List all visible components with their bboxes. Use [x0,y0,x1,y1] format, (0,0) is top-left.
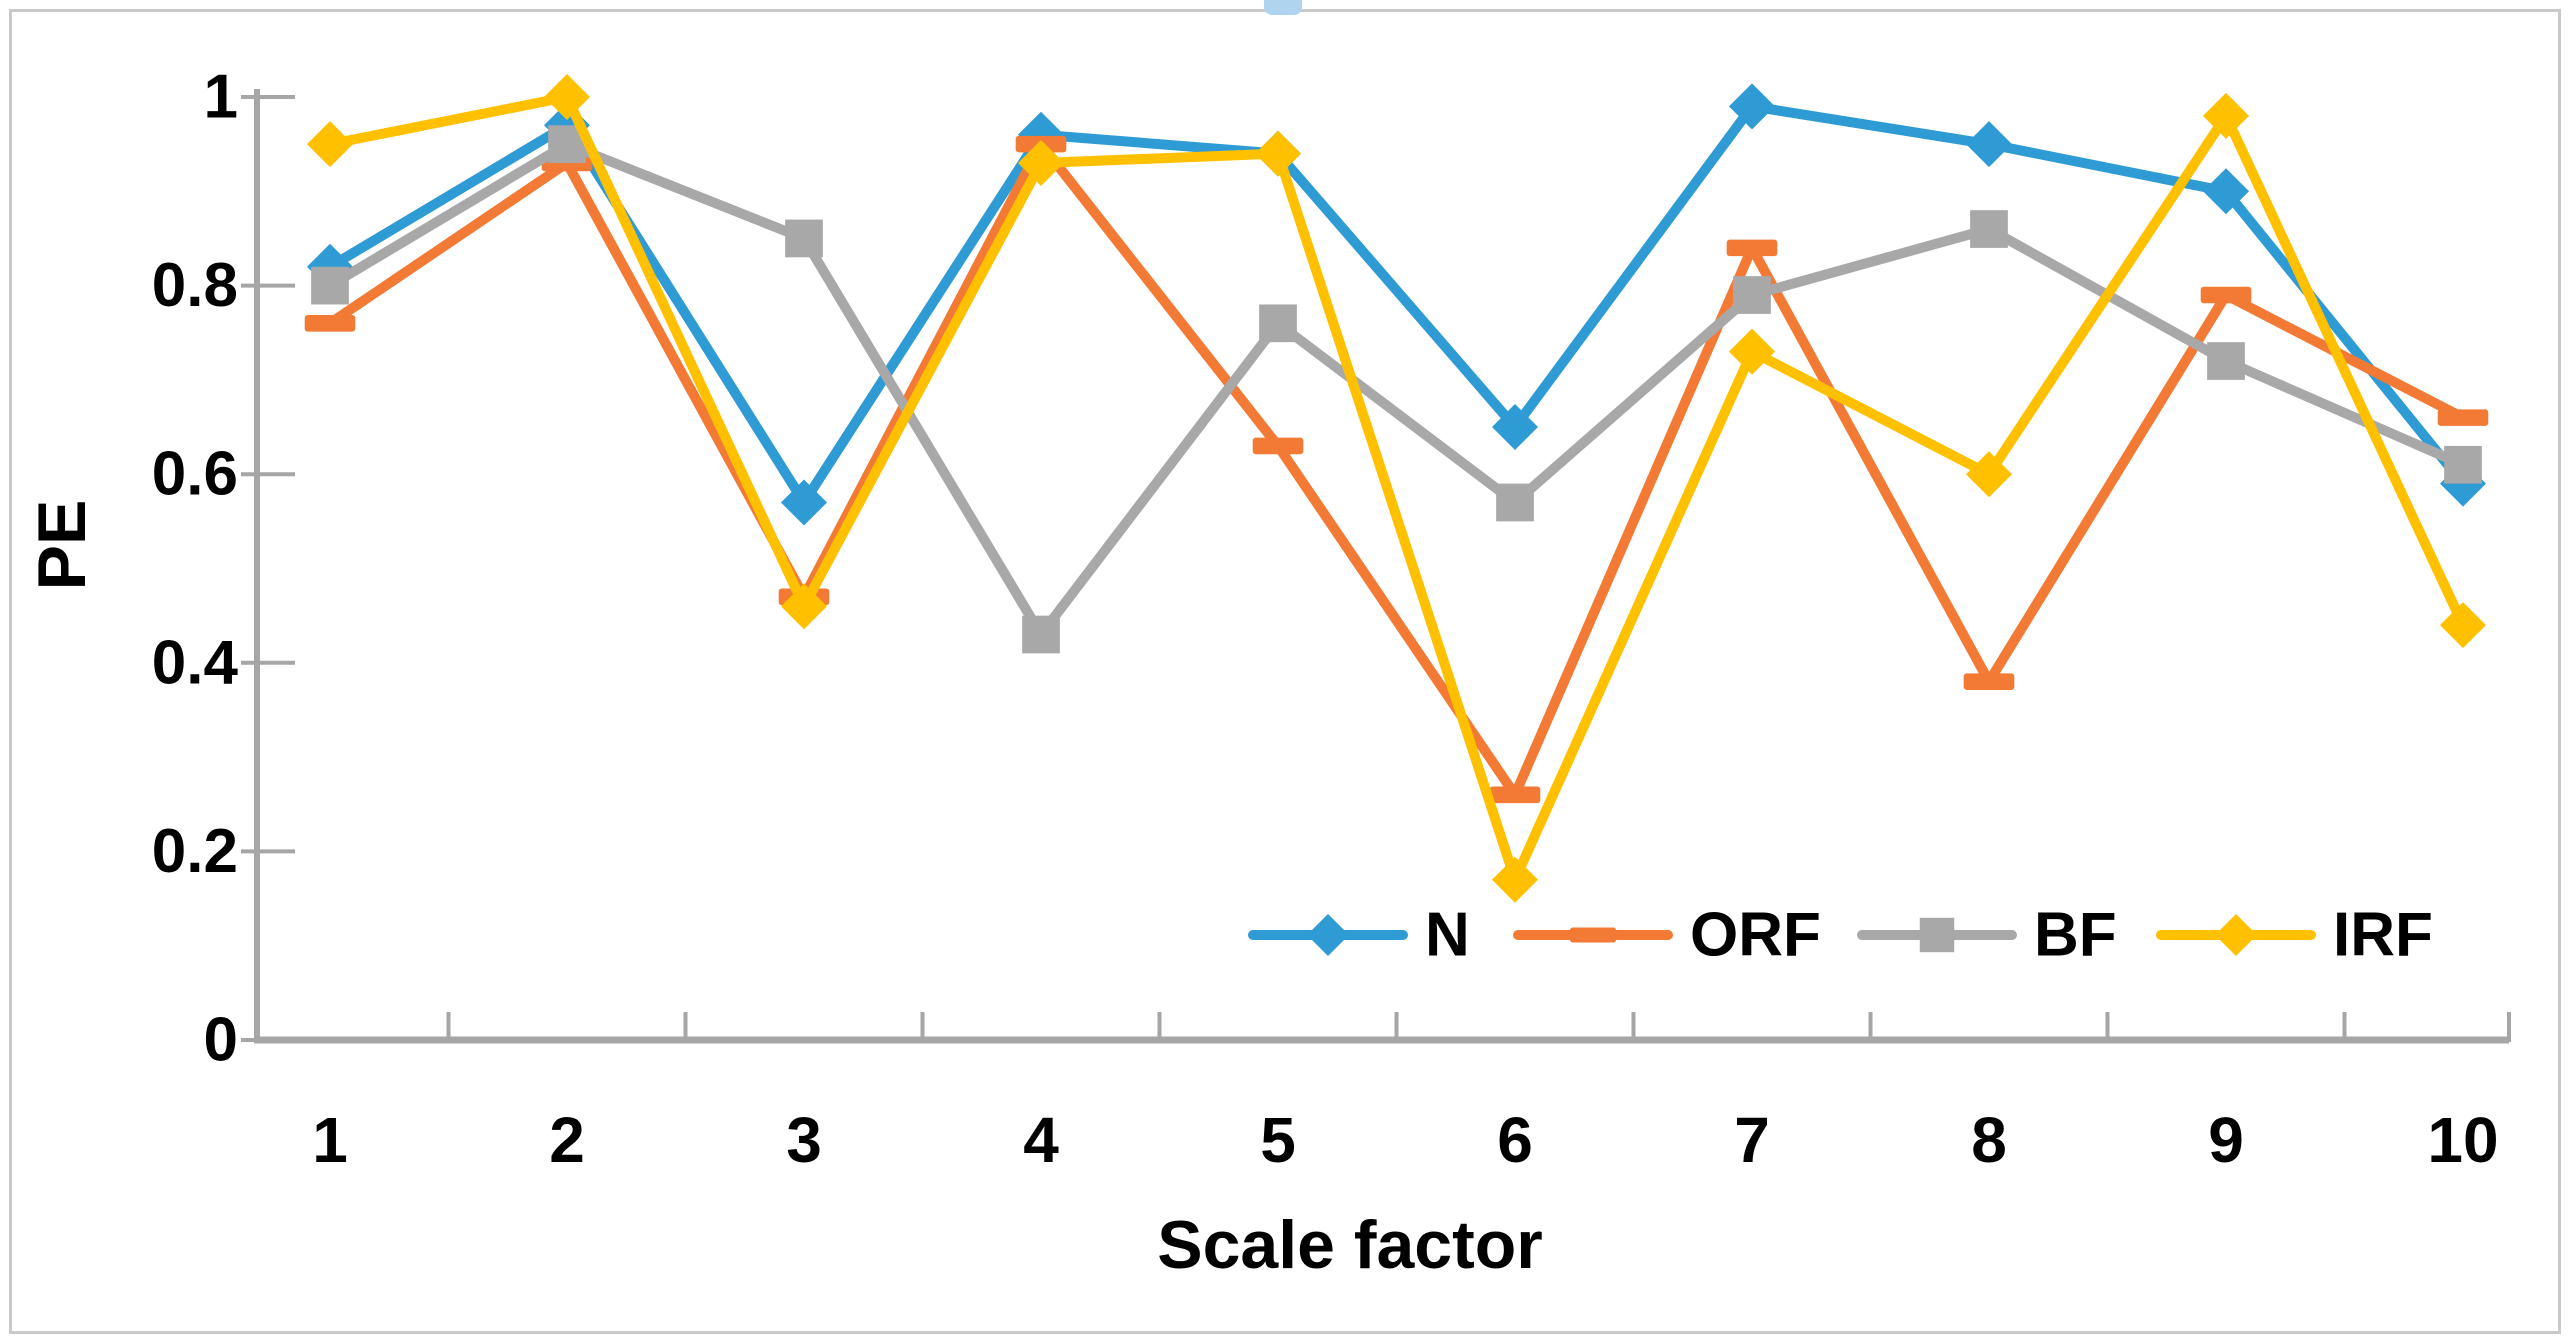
legend-label-BF: BF [2034,901,2117,970]
x-tick-label: 5 [1260,1104,1296,1176]
marker-IRF-6 [1492,856,1538,903]
legend-marker-IRF [2215,914,2257,956]
marker-IRF-4 [1018,140,1064,187]
marker-BF-10 [2444,445,2482,484]
legend-marker-N [1307,914,1349,956]
marker-BF-1 [311,266,349,305]
x-tick-label: 10 [2427,1104,2498,1176]
x-tick-label: 6 [1497,1104,1533,1176]
marker-BF-8 [1970,210,2008,248]
marker-IRF-1 [307,121,353,168]
x-tick-label: 7 [1734,1104,1770,1176]
series-ORF [304,135,2489,804]
x-tick-label: 1 [312,1104,348,1176]
series-IRF [307,74,2486,903]
marker-N-8 [1966,121,2012,168]
marker-IRF-2 [544,74,590,120]
y-tick-label: 0.2 [152,817,238,886]
x-tick-label: 4 [1023,1104,1059,1176]
legend-item-BF: BF [1857,901,2117,970]
legend-item-IRF: IRF [2156,901,2433,970]
marker-ORF-10 [2437,409,2489,426]
series-line-BF [325,139,2468,640]
series-line-N [325,101,2468,508]
legend-label-N: N [1425,901,1470,970]
legend-item-N: N [1248,901,1470,970]
marker-N-6 [1492,404,1538,451]
series-BF [311,125,2482,654]
marker-BF-9 [2207,342,2245,380]
legend-item-ORF: ORF [1513,901,1821,970]
marker-IRF-3 [781,583,827,630]
marker-ORF-8 [1963,673,2015,690]
marker-ORF-1 [304,315,356,332]
series-N [307,83,2486,526]
marker-N-3 [781,479,827,526]
x-tick-label: 2 [549,1104,585,1176]
marker-ORF-5 [1252,437,1304,455]
legend-label-IRF: IRF [2333,901,2433,970]
marker-ORF-9 [2200,286,2252,304]
marker-BF-3 [785,219,823,258]
marker-IRF-9 [2203,92,2249,139]
x-axis-title: Scale factor [1157,1207,1543,1283]
y-tick-label: 0.4 [152,628,239,697]
marker-BF-6 [1496,483,1534,522]
y-axis-title: PE [24,499,100,591]
marker-ORF-7 [1726,239,1778,257]
marker-BF-5 [1259,304,1297,343]
marker-BF-4 [1022,615,1060,654]
x-tick-label: 8 [1971,1104,2007,1176]
marker-N-7 [1729,83,1775,130]
marker-BF-7 [1733,276,1771,314]
stray-mark [1264,0,1302,15]
y-tick-label: 0.8 [152,251,238,320]
marker-N-9 [2203,168,2249,215]
legend-marker-BF [1919,917,1955,953]
marker-IRF-5 [1255,130,1301,177]
x-tick-label: 9 [2208,1104,2244,1176]
marker-IRF-10 [2440,602,2486,649]
series-line-IRF [325,92,2468,885]
marker-IRF-8 [1966,451,2012,498]
series-line-ORF [325,139,2468,800]
marker-IRF-7 [1729,328,1775,375]
y-tick-label: 0 [204,1006,238,1075]
y-tick-label: 1 [204,63,238,132]
legend-marker-ORF [1569,927,1617,943]
x-tick-label: 3 [786,1104,822,1176]
legend-label-ORF: ORF [1690,901,1821,970]
y-tick-label: 0.6 [152,440,238,509]
marker-ORF-6 [1489,786,1541,804]
